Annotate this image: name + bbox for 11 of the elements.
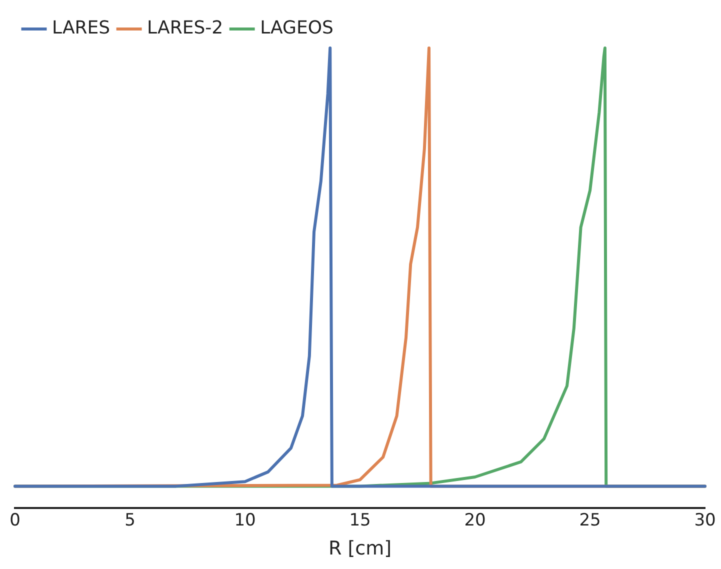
legend-label: LAGEOS xyxy=(260,18,334,39)
x-tick-label: 15 xyxy=(349,510,371,530)
x-tick-label: 20 xyxy=(464,510,486,530)
legend-label: LARES xyxy=(52,18,110,39)
x-tick-label: 10 xyxy=(234,510,256,530)
x-tick-label: 25 xyxy=(579,510,601,530)
x-tick-label: 0 xyxy=(10,510,20,530)
legend-label: LARES-2 xyxy=(147,18,224,39)
x-tick-label: 5 xyxy=(124,510,136,530)
x-tick-label: 30 xyxy=(694,510,716,530)
x-axis-title: R [cm] xyxy=(328,538,392,560)
